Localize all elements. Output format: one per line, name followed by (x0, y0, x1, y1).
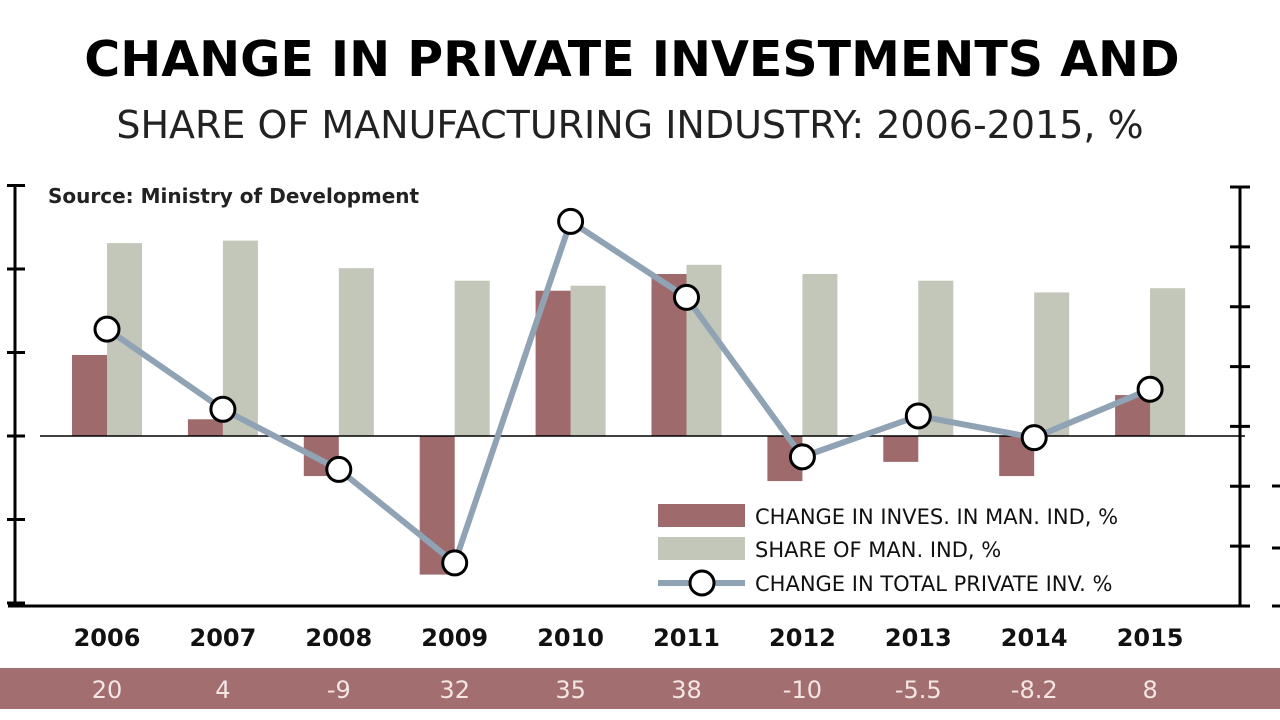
point-2012 (788, 443, 816, 471)
x-tick-label-2008: 2008 (305, 624, 372, 652)
bar-change-inves-2007 (187, 419, 223, 436)
point-2011 (673, 283, 700, 311)
line-series (93, 207, 1164, 577)
x-tick-label-2015: 2015 (1117, 624, 1184, 652)
bar-share-2014 (1034, 292, 1070, 436)
legend-label-total-private: CHANGE IN TOTAL PRIVATE INV. % (755, 572, 1112, 596)
value-cell-2014: -8.2 (1011, 676, 1058, 704)
x-tick-label-2006: 2006 (74, 624, 141, 652)
point-2008 (325, 455, 353, 483)
value-cell-2008: -9 (327, 676, 351, 704)
bar-share-2010 (570, 285, 606, 436)
point-2013 (904, 402, 932, 430)
x-tick-label-2012: 2012 (769, 624, 836, 652)
value-cell-2015: 8 (1142, 676, 1157, 704)
legend-label-change-inves: CHANGE IN INVES. IN MAN. IND, % (755, 505, 1118, 529)
x-tick-label-2007: 2007 (190, 624, 257, 652)
legend-marker-icon (688, 569, 716, 597)
point-2014 (1020, 424, 1048, 452)
bar-change-inves-2006 (72, 355, 107, 436)
legend-swatch-change-inves (658, 504, 745, 527)
line-total-private (105, 218, 1152, 566)
bar-share-2009 (454, 280, 490, 436)
value-cell-2011: 38 (671, 676, 702, 704)
x-tick-label-2013: 2013 (885, 624, 952, 652)
legend-label-share: SHARE OF MAN. IND, % (755, 538, 1001, 562)
value-cell-2010: 35 (555, 676, 586, 704)
value-row: 20 4 -9 32 35 38 -10 -5.5 -8.2 8 (92, 676, 1158, 704)
point-2009 (441, 549, 469, 577)
bar-share-2015 (1150, 288, 1186, 436)
point-2006 (93, 315, 121, 343)
source-note: Source: Ministry of Development (48, 184, 420, 208)
value-cell-2006: 20 (92, 676, 123, 704)
axes (7, 184, 1280, 608)
value-cell-2009: 32 (439, 676, 470, 704)
x-tick-label-2009: 2009 (421, 624, 488, 652)
point-2007 (209, 395, 237, 423)
x-axis-labels: 2006 2007 2008 2009 2010 2011 2012 2013 2014 2015 (74, 624, 1184, 652)
legend-swatch-share (658, 537, 745, 560)
x-tick-label-2011: 2011 (653, 624, 720, 652)
bar-share-2008 (338, 268, 374, 436)
value-cell-2007: 4 (215, 676, 230, 704)
x-tick-label-2014: 2014 (1001, 624, 1068, 652)
chart-subtitle: SHARE OF MANUFACTURING INDUSTRY: 2006-20… (116, 103, 1143, 147)
value-row-band (0, 668, 1280, 709)
bar-share-2012 (802, 274, 838, 436)
value-cell-2013: -5.5 (895, 676, 942, 704)
legend: CHANGE IN INVES. IN MAN. IND, % SHARE OF… (658, 504, 1118, 597)
point-2015 (1136, 375, 1164, 403)
value-cell-2012: -10 (783, 676, 822, 704)
x-tick-label-2010: 2010 (537, 624, 604, 652)
point-2010 (557, 207, 585, 235)
chart-title: CHANGE IN PRIVATE INVESTMENTS AND (84, 31, 1179, 88)
bar-change-inves-2013 (883, 436, 919, 462)
